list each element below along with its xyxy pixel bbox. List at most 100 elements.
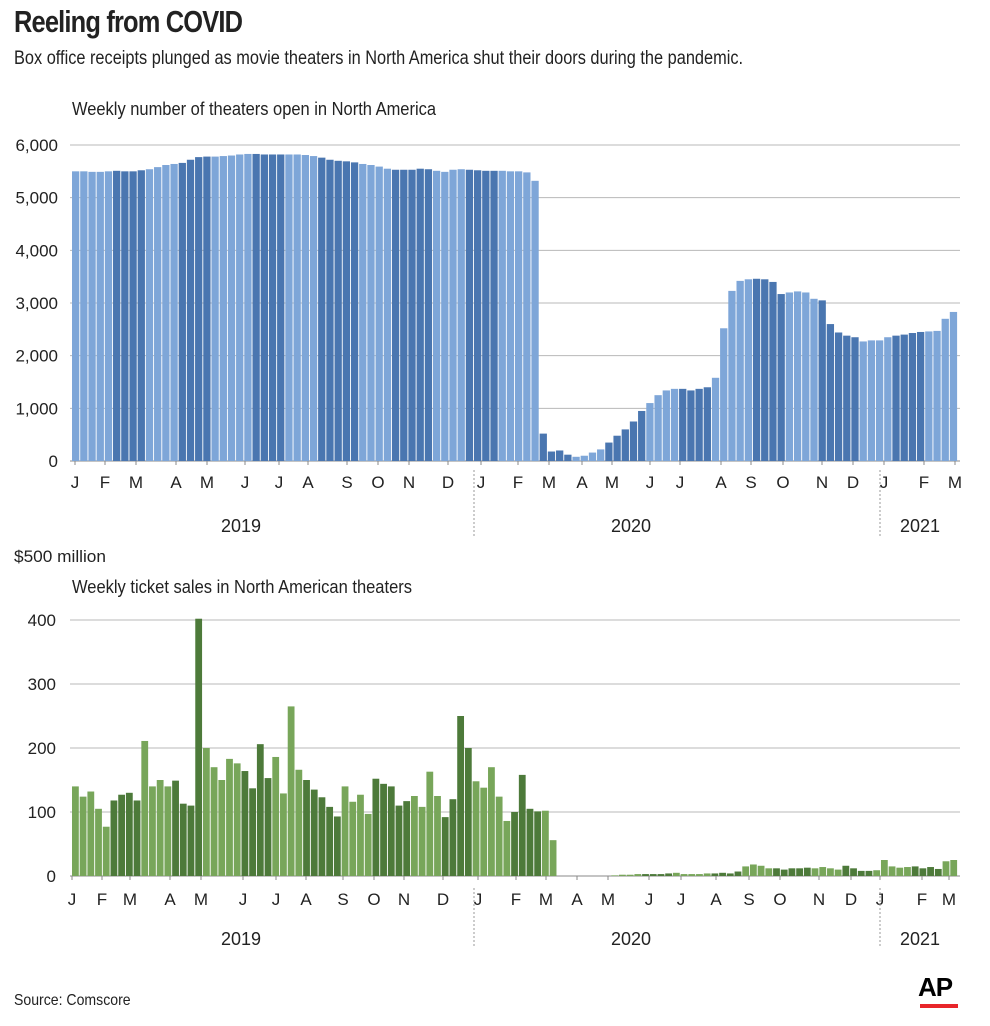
bar <box>357 794 364 876</box>
bar <box>391 169 400 461</box>
x-tick-label: O <box>773 890 786 909</box>
bar <box>788 868 796 876</box>
x-tick-label: F <box>511 890 521 909</box>
x-tick-label: O <box>371 473 384 492</box>
bar <box>539 433 547 461</box>
y-tick-label: 6,000 <box>15 136 58 155</box>
bar <box>387 786 395 876</box>
bar <box>826 324 835 461</box>
x-tick-label: J <box>241 473 250 492</box>
bar <box>728 290 736 461</box>
source-note: Source: Comscore <box>14 992 131 1009</box>
bar <box>672 872 680 876</box>
y-tick-label: 0 <box>47 867 56 886</box>
bar <box>293 154 301 462</box>
bar <box>121 171 129 461</box>
bar <box>793 291 802 461</box>
bar <box>472 781 480 876</box>
bar <box>547 451 556 461</box>
x-tick-label: J <box>71 473 80 492</box>
bar <box>219 156 227 461</box>
x-tick-label: O <box>776 473 789 492</box>
x-tick-label: A <box>710 890 722 909</box>
bar <box>482 170 490 461</box>
ap-logo-text: AP <box>918 972 953 1002</box>
bar <box>773 868 780 876</box>
chart-canvas: Weekly number of theaters open in North … <box>14 99 962 949</box>
bar <box>295 769 303 876</box>
bar <box>572 456 580 461</box>
bar <box>785 292 794 461</box>
bar <box>503 820 511 876</box>
bar <box>172 780 179 876</box>
bar <box>597 449 605 461</box>
bar <box>280 793 287 876</box>
bar <box>383 168 392 461</box>
x-tick-label: O <box>367 890 380 909</box>
bar <box>534 811 542 876</box>
x-tick-label: F <box>97 890 107 909</box>
bar <box>408 169 416 461</box>
x-tick-label: M <box>200 473 214 492</box>
y-tick-label: 400 <box>28 611 56 630</box>
bar <box>810 298 818 461</box>
bar <box>186 159 195 461</box>
bar <box>752 278 761 461</box>
bar <box>654 395 662 461</box>
bar <box>226 758 233 876</box>
bar <box>818 300 826 461</box>
bar <box>734 871 742 876</box>
bar <box>88 171 96 462</box>
bar <box>287 706 295 876</box>
year-label: 2021 <box>900 929 940 949</box>
bar <box>919 868 927 876</box>
x-tick-label: J <box>880 473 889 492</box>
bar <box>851 337 859 461</box>
bar <box>326 806 334 876</box>
bar <box>880 860 888 876</box>
bar <box>834 332 843 461</box>
bar <box>227 155 236 461</box>
bar <box>118 794 126 876</box>
bar <box>744 279 752 461</box>
bar <box>137 170 145 461</box>
bar <box>703 873 711 876</box>
x-tick-label: J <box>876 890 885 909</box>
x-tick-label: M <box>194 890 208 909</box>
x-tick-label: S <box>337 890 348 909</box>
bar <box>749 864 757 876</box>
bar <box>341 786 349 876</box>
bar <box>498 170 506 461</box>
bar <box>395 805 403 876</box>
panel-title: Weekly ticket sales in North American th… <box>72 577 412 597</box>
bar <box>688 874 696 876</box>
bar <box>326 159 334 461</box>
bar <box>950 860 958 876</box>
bar <box>268 154 277 462</box>
bar <box>765 868 773 876</box>
x-tick-label: A <box>300 890 312 909</box>
x-tick-label: J <box>239 890 248 909</box>
year-label: 2019 <box>221 929 261 949</box>
bar <box>687 390 695 461</box>
bar <box>711 377 720 461</box>
x-tick-label: D <box>845 890 857 909</box>
bar <box>79 796 87 876</box>
bar <box>696 874 703 876</box>
bar <box>619 874 626 876</box>
bar <box>141 740 149 876</box>
x-tick-label: A <box>571 890 583 909</box>
bar <box>350 162 359 461</box>
bar <box>888 866 896 876</box>
bar <box>133 800 141 876</box>
year-label: 2021 <box>900 516 940 536</box>
bar <box>796 868 804 876</box>
bar <box>364 813 372 876</box>
x-tick-label: M <box>942 890 956 909</box>
bar <box>125 792 133 876</box>
x-tick-label: F <box>513 473 523 492</box>
bar <box>380 783 387 876</box>
x-tick-label: N <box>816 473 828 492</box>
bar <box>490 170 498 461</box>
bar <box>834 869 842 876</box>
